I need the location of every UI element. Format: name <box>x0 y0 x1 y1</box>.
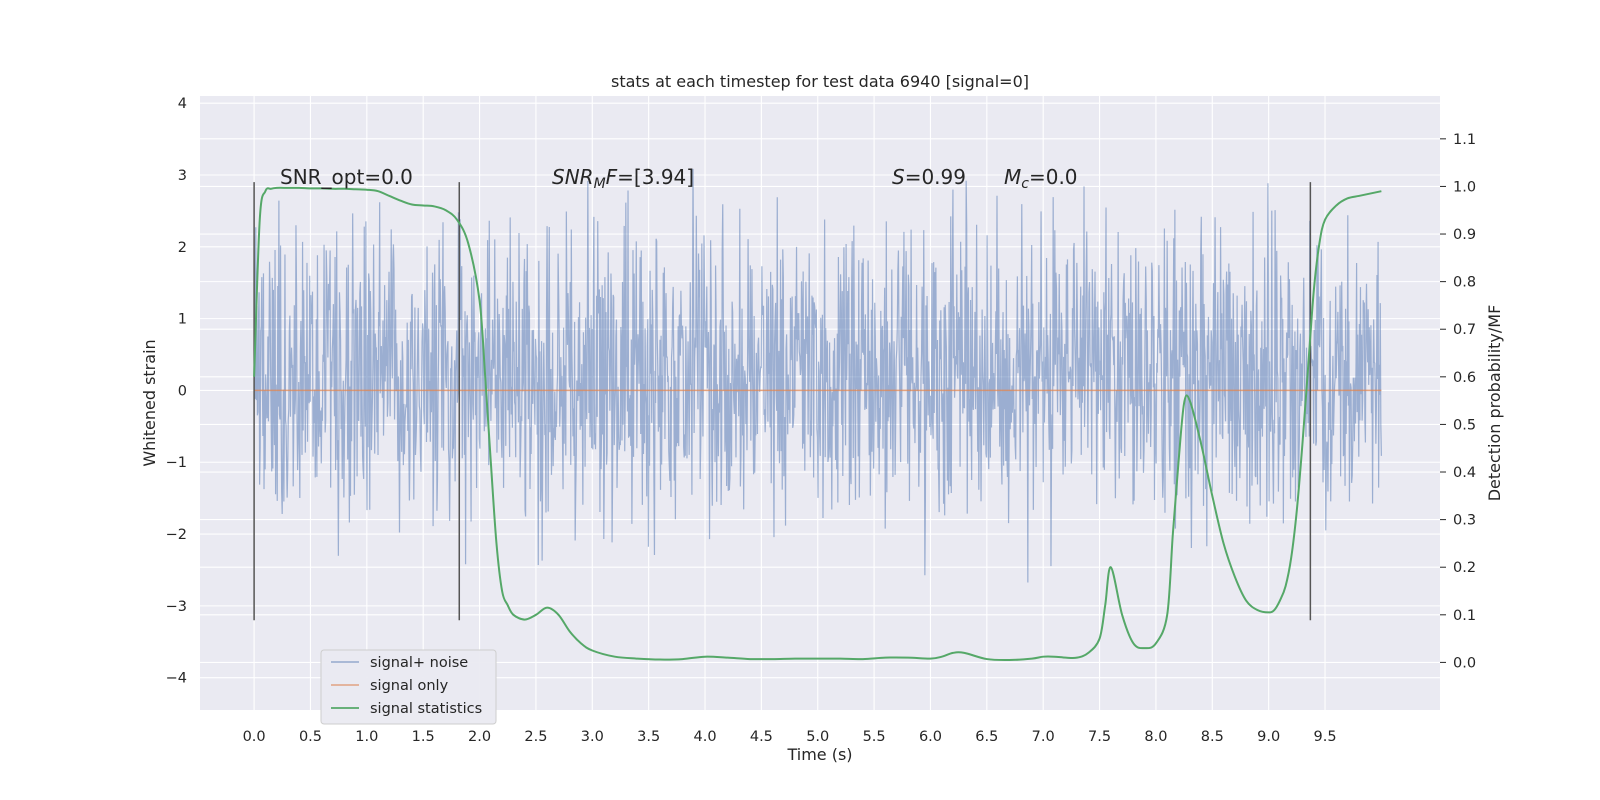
y2-tick-label: 1.0 <box>1453 179 1476 195</box>
y-tick-label: −4 <box>166 671 187 687</box>
y-tick-label: 4 <box>178 96 187 112</box>
x-tick-label: 5.5 <box>863 729 886 745</box>
x-tick-label: 7.5 <box>1088 729 1111 745</box>
annotation-s: S=0.99 <box>892 165 966 189</box>
y-tick-label: −3 <box>166 599 187 615</box>
legend-label-statistics: signal statistics <box>370 701 482 717</box>
x-tick-label: 2.0 <box>468 729 491 745</box>
y2-tick-label: 0.3 <box>1453 513 1476 529</box>
x-tick-label: 8.5 <box>1201 729 1224 745</box>
x-tick-label: 8.0 <box>1144 729 1167 745</box>
y2-tick-labels: 0.0 0.1 0.2 0.3 0.4 0.5 0.6 0.7 0.8 0.9 1.0 1.1 <box>1440 132 1476 671</box>
annotation-snr-opt: SNR_opt=0.0 <box>280 165 413 189</box>
x-tick-label: 6.5 <box>975 729 998 745</box>
legend-label-noise: signal+ noise <box>370 655 468 671</box>
legend-label-signal: signal only <box>370 678 449 694</box>
x-tick-label: 3.0 <box>581 729 604 745</box>
annotations: SNR_opt=0.0 SNRMF=[3.94] S=0.99 Mc=0.0 <box>280 165 1078 192</box>
y-tick-labels: −4 −3 −2 −1 0 1 2 3 4 <box>166 96 187 687</box>
y2-tick-label: 0.4 <box>1453 465 1476 481</box>
x-axis-label: Time (s) <box>786 745 852 764</box>
y2-tick-label: 0.2 <box>1453 560 1476 576</box>
y2-axis-label: Detection probability/MF <box>1485 305 1504 502</box>
y2-tick-label: 0.9 <box>1453 227 1476 243</box>
y-tick-label: 0 <box>178 383 187 399</box>
y2-tick-label: 0.8 <box>1453 275 1476 291</box>
x-tick-label: 7.0 <box>1032 729 1055 745</box>
signal-noise-line <box>253 168 1382 583</box>
signal-noise-series <box>253 168 1382 583</box>
y2-tick-label: 0.1 <box>1453 608 1476 624</box>
legend: signal+ noise signal only signal statist… <box>320 649 497 725</box>
y2-tick-label: 0.7 <box>1453 322 1476 338</box>
x-tick-label: 3.5 <box>637 729 660 745</box>
x-tick-label: 5.0 <box>806 729 829 745</box>
y-tick-label: −2 <box>166 527 187 543</box>
y-tick-label: −1 <box>166 455 187 471</box>
x-tick-label: 2.5 <box>524 729 547 745</box>
vertical-markers <box>253 182 1312 621</box>
x-tick-label: 9.0 <box>1257 729 1280 745</box>
legend-box <box>320 649 497 725</box>
x-tick-label: 6.0 <box>919 729 942 745</box>
x-tick-label: 9.5 <box>1313 729 1336 745</box>
x-tick-label: 1.0 <box>355 729 378 745</box>
x-tick-label: 0.0 <box>243 729 266 745</box>
y-axis-label: Whitened strain <box>140 339 159 466</box>
signal-statistics-series <box>253 186 1382 662</box>
y-tick-label: 2 <box>178 240 187 256</box>
x-tick-label: 4.0 <box>693 729 716 745</box>
x-tick-label: 1.5 <box>412 729 435 745</box>
x-tick-label: 4.5 <box>750 729 773 745</box>
y-tick-label: 1 <box>178 312 187 328</box>
y2-tick-label: 0.0 <box>1453 655 1476 671</box>
y2-tick-label: 1.1 <box>1453 132 1476 148</box>
x-tick-labels: 0.0 0.5 1.0 1.5 2.0 2.5 3.0 3.5 4.0 4.5 5.0 5.5 6.0 6… <box>243 729 1337 745</box>
y2-tick-label: 0.5 <box>1453 417 1476 433</box>
annotation-mc: Mc=0.0 <box>1004 165 1078 192</box>
chart-title: stats at each timestep for test data 694… <box>611 72 1029 91</box>
signal-statistics-line <box>253 186 1382 662</box>
x-tick-label: 0.5 <box>299 729 322 745</box>
annotation-snr-mf: SNRMF=[3.94] <box>552 165 694 192</box>
y-tick-label: 3 <box>178 168 187 184</box>
y2-tick-label: 0.6 <box>1453 370 1476 386</box>
